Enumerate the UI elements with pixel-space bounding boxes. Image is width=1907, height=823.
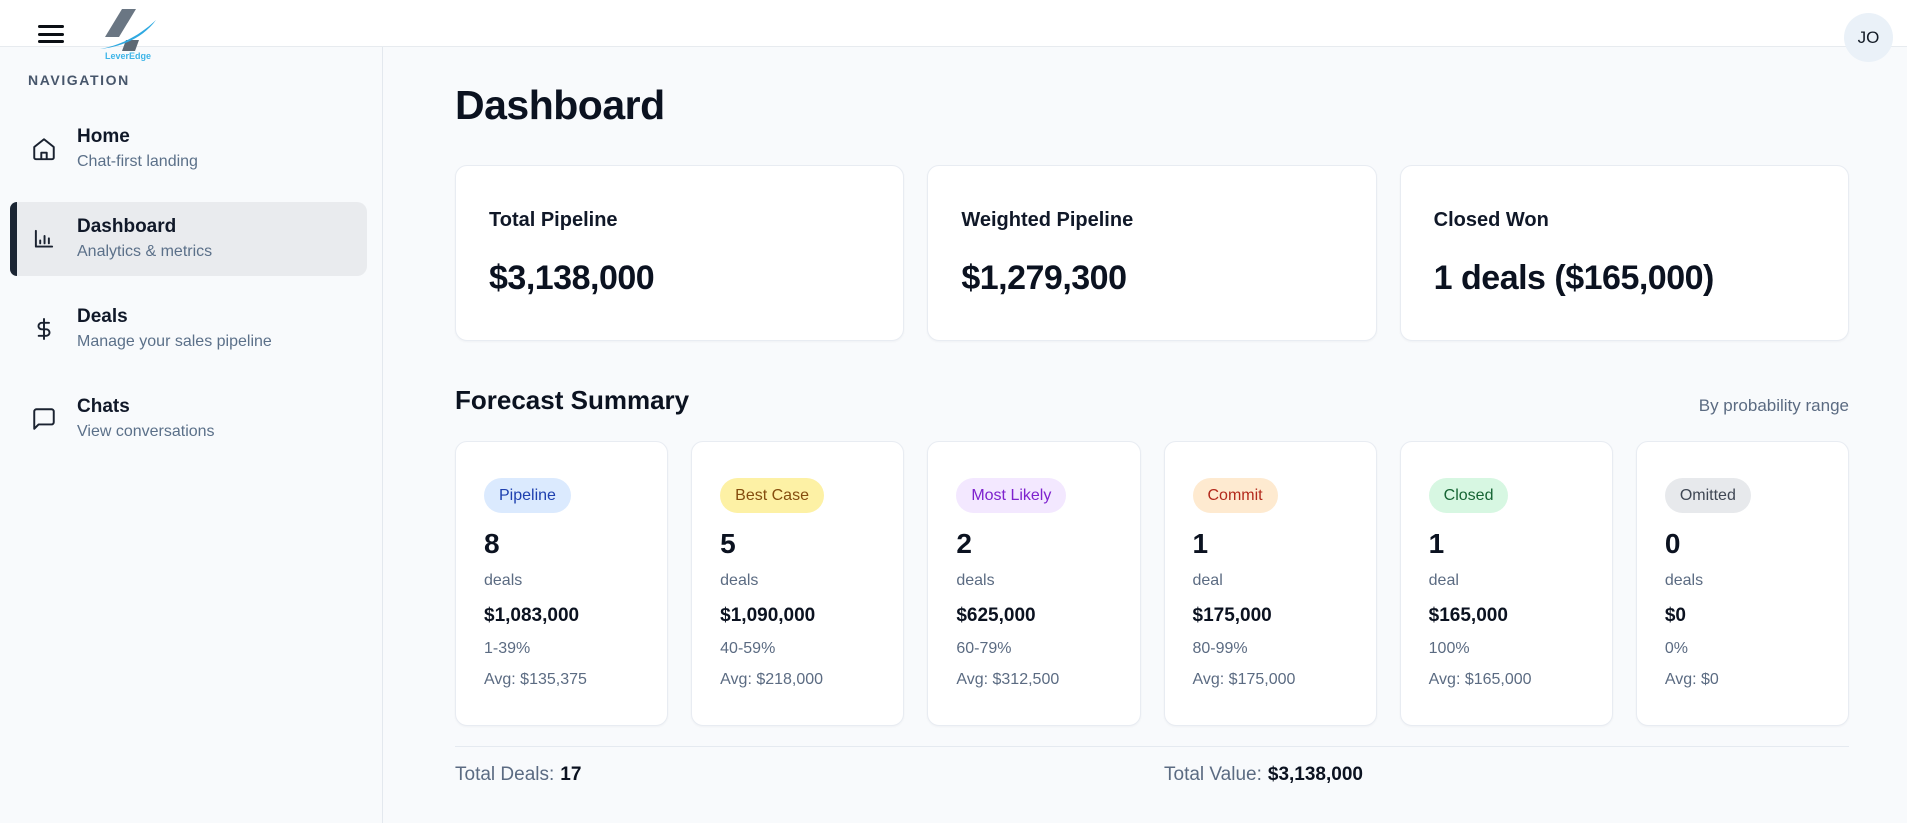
page-title: Dashboard bbox=[455, 82, 665, 128]
stat-label: Total Pipeline bbox=[489, 209, 618, 231]
main-content: Dashboard Total Pipeline $3,138,000 Weig… bbox=[383, 47, 1907, 823]
deal-unit: deals bbox=[956, 572, 995, 589]
probability-range: 40-59% bbox=[720, 640, 776, 657]
deal-count: 2 bbox=[956, 528, 972, 559]
logo-top-stroke bbox=[105, 9, 136, 37]
sidebar-item-subtitle: Manage your sales pipeline bbox=[77, 333, 272, 350]
average-value: Avg: $175,000 bbox=[1192, 671, 1296, 688]
deal-count: 1 bbox=[1428, 528, 1445, 559]
stat-label: Weighted Pipeline bbox=[961, 209, 1134, 231]
sidebar-item-label: Deals bbox=[77, 306, 128, 327]
hamburger-menu-button[interactable] bbox=[38, 23, 66, 45]
forecast-card-omitted: Omitted 0 deals $0 0% Avg: $0 bbox=[1635, 441, 1849, 726]
stat-label: Closed Won bbox=[1433, 209, 1549, 231]
hamburger-bar bbox=[38, 40, 64, 43]
deal-amount: $165,000 bbox=[1428, 605, 1508, 626]
deal-unit: deals bbox=[720, 572, 759, 589]
sidebar-item-subtitle: View conversations bbox=[77, 423, 215, 440]
forecast-totals-row: Total Deals: 17 Total Value: $3,138,000 bbox=[455, 746, 1849, 786]
stage-badge: Closed bbox=[1428, 478, 1509, 513]
probability-range: 80-99% bbox=[1192, 640, 1248, 657]
forecast-card-most-likely: Most Likely 2 deals $625,000 60-79% Avg:… bbox=[927, 441, 1141, 726]
stat-card-total-pipeline: Total Pipeline $3,138,000 bbox=[455, 165, 905, 341]
deal-unit: deals bbox=[1664, 572, 1704, 589]
deal-amount: $0 bbox=[1664, 605, 1686, 626]
forecast-section-header: Forecast Summary By probability range bbox=[455, 385, 1849, 416]
total-value: Total Value: $3,138,000 bbox=[1152, 764, 1849, 786]
deal-amount: $1,090,000 bbox=[720, 605, 816, 626]
total-deals: Total Deals: 17 bbox=[455, 764, 1152, 786]
deal-unit: deals bbox=[484, 572, 523, 589]
probability-range: 1-39% bbox=[484, 640, 531, 657]
total-value-label: Total Value: bbox=[1164, 764, 1262, 785]
probability-range: 0% bbox=[1664, 640, 1688, 657]
probability-range: 60-79% bbox=[956, 640, 1012, 657]
forecast-card-best-case: Best Case 5 deals $1,090,000 40-59% Avg:… bbox=[691, 441, 905, 726]
probability-range: 100% bbox=[1428, 640, 1470, 657]
stage-badge: Omitted bbox=[1664, 478, 1751, 513]
app-layout: NAVIGATION Home Chat-first landing Dashb… bbox=[0, 47, 1907, 823]
hamburger-bar bbox=[38, 25, 64, 28]
stage-badge: Best Case bbox=[720, 478, 824, 513]
deal-amount: $625,000 bbox=[956, 605, 1036, 626]
deal-amount: $1,083,000 bbox=[484, 605, 580, 626]
sidebar-item-dashboard[interactable]: Dashboard Analytics & metrics bbox=[10, 202, 367, 276]
sidebar: NAVIGATION Home Chat-first landing Dashb… bbox=[0, 47, 383, 823]
forecast-subtitle: By probability range bbox=[1698, 396, 1849, 415]
deal-unit: deal bbox=[1428, 572, 1459, 589]
deal-unit: deal bbox=[1192, 572, 1223, 589]
deal-count: 1 bbox=[1192, 528, 1209, 559]
forecast-title: Forecast Summary bbox=[455, 385, 690, 415]
forecast-card-pipeline: Pipeline 8 deals $1,083,000 1-39% Avg: $… bbox=[455, 441, 669, 726]
home-icon bbox=[31, 136, 57, 162]
total-deals-value: 17 bbox=[560, 764, 582, 785]
sidebar-item-subtitle: Analytics & metrics bbox=[77, 243, 213, 260]
active-indicator-bar bbox=[10, 202, 17, 276]
sidebar-item-deals[interactable]: Deals Manage your sales pipeline bbox=[10, 292, 367, 366]
total-value-value: $3,138,000 bbox=[1267, 764, 1363, 785]
stat-card-closed-won: Closed Won 1 deals ($165,000) bbox=[1399, 165, 1849, 341]
logo-foot bbox=[122, 40, 139, 51]
user-avatar[interactable]: JO bbox=[1844, 13, 1893, 62]
deal-count: 0 bbox=[1664, 528, 1681, 559]
sidebar-item-label: Home bbox=[77, 126, 130, 147]
stat-card-weighted-pipeline: Weighted Pipeline $1,279,300 bbox=[927, 165, 1377, 341]
stat-value: 1 deals ($165,000) bbox=[1433, 259, 1715, 297]
forecast-card-closed: Closed 1 deal $165,000 100% Avg: $165,00… bbox=[1399, 441, 1613, 726]
average-value: Avg: $312,500 bbox=[956, 671, 1060, 688]
forecast-card-row: Pipeline 8 deals $1,083,000 1-39% Avg: $… bbox=[455, 441, 1849, 726]
sidebar-item-subtitle: Chat-first landing bbox=[77, 153, 198, 170]
stage-badge: Commit bbox=[1192, 478, 1278, 513]
sidebar-item-home[interactable]: Home Chat-first landing bbox=[10, 112, 367, 186]
stat-value: $1,279,300 bbox=[961, 259, 1127, 297]
sidebar-item-label: Chats bbox=[77, 396, 130, 417]
forecast-card-commit: Commit 1 deal $175,000 80-99% Avg: $175,… bbox=[1163, 441, 1377, 726]
deal-amount: $175,000 bbox=[1192, 605, 1272, 626]
average-value: Avg: $135,375 bbox=[484, 671, 587, 688]
total-deals-label: Total Deals: bbox=[455, 764, 555, 785]
average-value: Avg: $218,000 bbox=[720, 671, 824, 688]
stat-card-row: Total Pipeline $3,138,000 Weighted Pipel… bbox=[455, 165, 1849, 341]
average-value: Avg: $0 bbox=[1664, 671, 1719, 688]
top-bar: LeverEdge JO bbox=[0, 0, 1907, 62]
deal-count: 8 bbox=[484, 528, 500, 559]
logo-text: LeverEdge bbox=[105, 51, 151, 61]
hamburger-bar bbox=[38, 32, 64, 36]
stage-badge: Pipeline bbox=[484, 478, 571, 513]
sidebar-item-label: Dashboard bbox=[77, 216, 177, 237]
leveredge-logo[interactable]: LeverEdge bbox=[99, 7, 157, 66]
chat-icon bbox=[31, 406, 57, 432]
average-value: Avg: $165,000 bbox=[1428, 671, 1532, 688]
stage-badge: Most Likely bbox=[956, 478, 1067, 513]
deal-count: 5 bbox=[720, 528, 736, 559]
stat-value: $3,138,000 bbox=[489, 259, 655, 297]
sidebar-item-chats[interactable]: Chats View conversations bbox=[10, 382, 367, 456]
bar-chart-icon bbox=[31, 226, 57, 252]
dollar-icon bbox=[31, 316, 57, 342]
sidebar-section-label: NAVIGATION bbox=[28, 72, 130, 88]
